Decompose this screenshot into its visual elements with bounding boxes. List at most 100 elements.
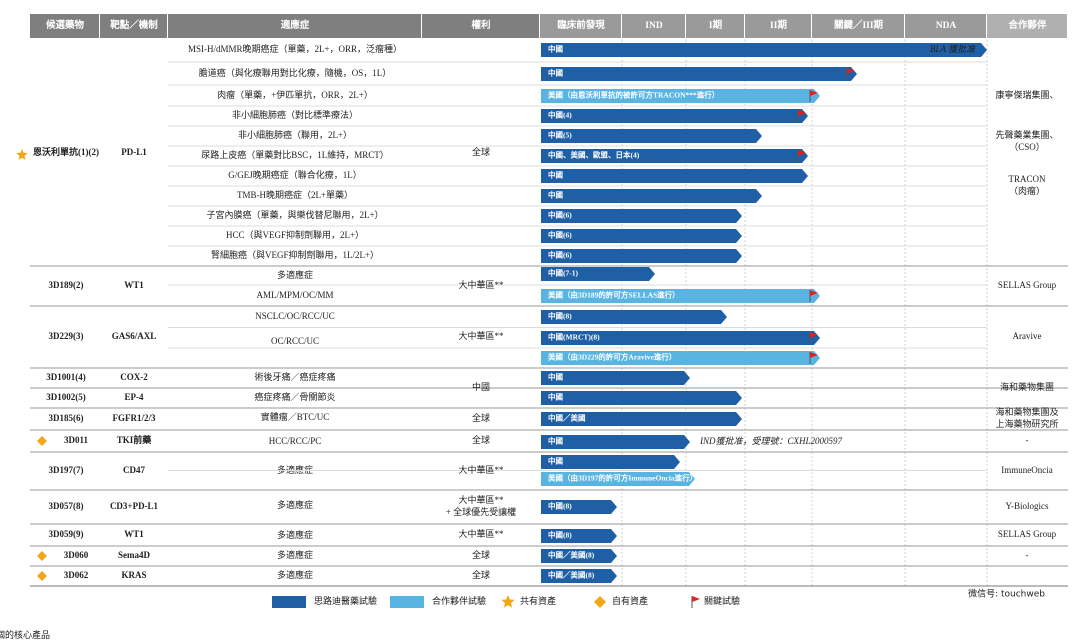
header-label: 權利 [471, 19, 490, 31]
trial-label: 中國(6) [548, 250, 572, 260]
trial-label: 中國(8) [548, 530, 572, 540]
header-label: II期 [770, 19, 787, 31]
trial-label: 中國(6) [548, 230, 572, 240]
indication: MSI-H/dMMR晚期癌症（單藥，2L+，ORR，泛瘤種） [188, 43, 402, 54]
trial-bar [541, 331, 820, 345]
trial-bar [541, 472, 695, 486]
partner: 海和藥物集團 [1000, 381, 1054, 392]
legend-swatch [390, 596, 424, 608]
target: KRAS [121, 570, 146, 580]
trial-label: 中國 [548, 170, 563, 180]
rights: 大中華區** [458, 330, 504, 341]
drug-name: 3D189(2) [49, 280, 84, 290]
flag-icon [810, 90, 818, 96]
trial-bar [541, 569, 617, 583]
trial-label: 美國（由3D189的許可方SELLAS進行） [548, 290, 680, 300]
target: TKI前藥 [117, 434, 153, 445]
partner: 上海藥物研究所 [995, 418, 1058, 429]
partner: - [1026, 550, 1029, 560]
trial-label: 中國(8) [548, 311, 572, 321]
flag-icon [847, 68, 855, 74]
indication: 多適應症 [277, 499, 313, 510]
header-label: 候選藥物 [46, 19, 85, 31]
indication: 實體瘤／BTC/UC [261, 411, 330, 422]
indication: 子宮內膜癌（單藥，與樂伐替尼聯用，2L+） [206, 209, 383, 220]
rights: 大中華區** [458, 279, 504, 290]
flag-icon [692, 596, 700, 602]
drug-name: 3D060 [64, 550, 89, 560]
trial-bar [541, 169, 808, 183]
legend-label: 關鍵試驗 [704, 595, 740, 606]
trial-bar [541, 549, 617, 563]
target: EP-4 [125, 392, 144, 402]
trial-label: 中國(7-1) [548, 268, 578, 278]
trial-bar [541, 412, 742, 426]
header-cell [168, 14, 421, 38]
trial-label: 中國(4) [548, 110, 572, 120]
trial-label: 中國 [548, 44, 563, 54]
trial-bar [541, 189, 762, 203]
partner: （CSO） [1009, 142, 1045, 152]
indication: 多適應症 [277, 269, 313, 280]
partner: ImmuneOncia [1001, 465, 1052, 475]
header-label: IND [645, 21, 663, 31]
trial-bar [541, 371, 690, 385]
trial-bar [541, 391, 742, 405]
diamond-icon [37, 571, 47, 581]
trial-label: 中國 [548, 392, 563, 402]
legend-label: 思路迪醫藥試驗 [314, 595, 377, 606]
header-cell [812, 14, 904, 38]
trial-bar [541, 67, 857, 81]
trial-bar [541, 109, 808, 123]
drug-name: 3D185(6) [49, 413, 84, 423]
legend-label: 合作夥伴試驗 [432, 595, 486, 606]
target: Sema4D [118, 550, 150, 560]
indication: 多適應症 [277, 569, 313, 580]
header-label: NDA [936, 21, 957, 31]
trial-label: 美國（由3D229的許可方Aravive進行） [548, 352, 676, 362]
rights: 全球 [472, 412, 490, 423]
target: CD47 [123, 465, 145, 475]
drug-name: 3D057(8) [49, 501, 84, 511]
trial-label: 中國、美國、歐盟、日本(4) [548, 150, 640, 160]
rights: 全球 [472, 146, 490, 157]
trial-bar [541, 43, 987, 57]
legend-label: 自有資產 [612, 595, 648, 606]
trial-bar [541, 529, 617, 543]
trial-label: 中國(6) [548, 210, 572, 220]
trial-bar [541, 267, 655, 281]
indication: 膽道癌（與化療聯用對比化療，隨機，OS，1L） [199, 67, 392, 78]
indication: 多適應症 [277, 464, 313, 475]
rights: 大中華區** [458, 528, 504, 539]
indication: 術後牙痛／癌症疼痛 [254, 371, 335, 382]
drug-name: 恩沃利單抗(1)(2) [33, 146, 99, 157]
trial-label: 中國／美國(8) [548, 570, 595, 580]
header-label: 臨床前發現 [557, 19, 605, 31]
target: COX-2 [120, 372, 148, 382]
star-icon [16, 149, 28, 160]
trial-bar [541, 229, 742, 243]
flag-icon [810, 332, 818, 338]
flag-icon [798, 150, 806, 156]
partner: Y-Biologics [1005, 501, 1048, 511]
trial-note: IND獲批准，受理號：CXHL2000597 [699, 436, 843, 446]
trial-label: 中國／美國(8) [548, 550, 595, 560]
header-label: I期 [709, 19, 722, 31]
partner: 康寧傑瑞集團、 [995, 89, 1058, 100]
rights: 大中華區** [458, 464, 504, 475]
trial-bar [541, 310, 727, 324]
partner: 先聲藥業集團、 [995, 129, 1058, 140]
drug-name: 3D062 [64, 570, 89, 580]
header-label: 靶點／機制 [110, 19, 158, 31]
rights: + 全球優先受讓權 [446, 506, 516, 517]
trial-bar [541, 149, 808, 163]
partner: SELLAS Group [998, 280, 1057, 290]
drug-name: 3D011 [64, 435, 89, 445]
indication: 非小細胞肺癌（聯用，2L+） [238, 129, 352, 140]
flag-icon [798, 110, 806, 116]
drug-name: 3D1002(5) [46, 392, 86, 402]
header-cell [622, 14, 685, 38]
flag-icon [810, 290, 818, 296]
footer-text: 個的核心產品 [0, 629, 50, 640]
